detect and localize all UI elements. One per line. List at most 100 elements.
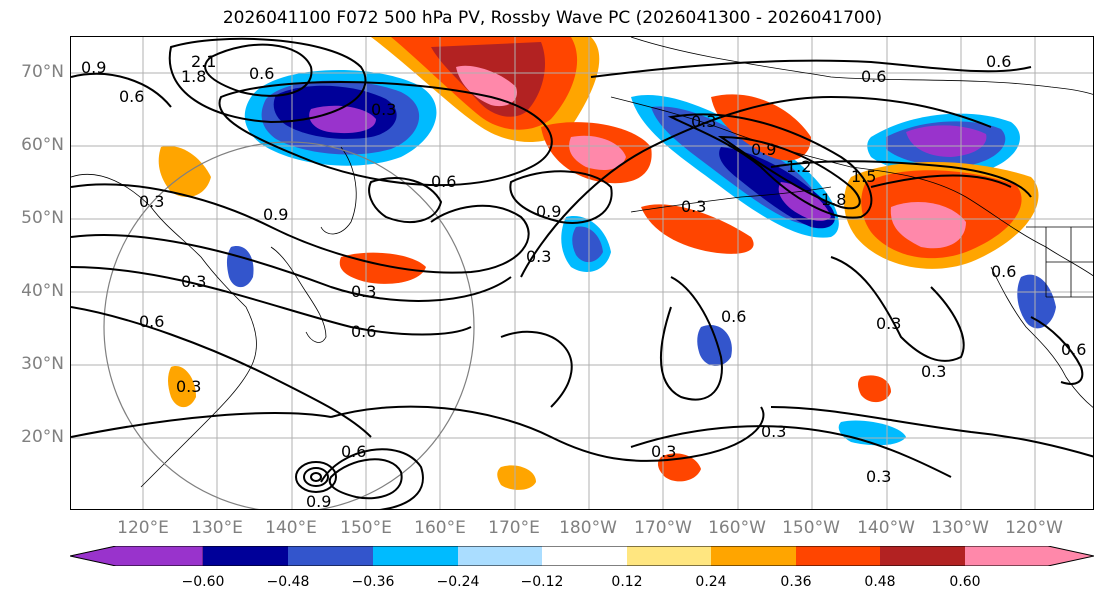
- contour-label: 0.9: [306, 492, 331, 510]
- lat-label-60n: 60°N: [21, 135, 64, 155]
- colorbar-tick-label: −0.12: [520, 574, 564, 590]
- colorbar-segment: [542, 546, 627, 566]
- colorbar-segment: [288, 546, 373, 566]
- colorbar-tick-label: −0.48: [266, 574, 310, 590]
- contour-line: [320, 448, 424, 509]
- contour-line: [520, 95, 992, 278]
- lat-label-20n: 20°N: [21, 427, 64, 447]
- contour-label: 2.1: [191, 52, 216, 71]
- colorbar-segment: [880, 546, 965, 566]
- contour-label: 0.6: [351, 322, 376, 341]
- contour-label: 1.5: [851, 167, 876, 186]
- negative-anomaly-blob: [697, 325, 732, 367]
- japan-coastline: [270, 246, 327, 343]
- contour-line: [71, 412, 332, 438]
- map-panel[interactable]: 0.9 0.6 1.8 2.1 0.6 0.3 0.3 0.9 0.6 0.3 …: [70, 36, 1094, 510]
- colorbar-segment: [203, 546, 288, 566]
- positive-anomaly-blob: [456, 65, 517, 107]
- region-circle: [103, 141, 475, 509]
- lat-label-50n: 50°N: [21, 208, 64, 228]
- colorbar-tick-label: −0.36: [351, 574, 395, 590]
- contour-line: [71, 234, 512, 302]
- contour-line: [870, 174, 1012, 188]
- lon-label-180w: 180°W: [559, 518, 617, 538]
- contour-line: [1030, 316, 1084, 385]
- contour-line: [660, 276, 723, 401]
- lat-label-70n: 70°N: [21, 62, 64, 82]
- contour-label: 0.9: [751, 140, 776, 159]
- contour-label: 0.3: [651, 442, 676, 461]
- contour-line: [71, 183, 530, 274]
- contour-line: [500, 330, 573, 408]
- colorbar-segment: [70, 546, 204, 566]
- contour-label: 0.9: [81, 58, 106, 77]
- positive-anomaly-blob: [168, 366, 196, 408]
- positive-anomaly-blob: [569, 135, 626, 170]
- contour-label: 0.6: [139, 312, 164, 331]
- contour-line: [71, 266, 472, 336]
- contour-label: 0.3: [761, 422, 786, 441]
- lon-label-140w: 140°W: [857, 518, 915, 538]
- contour-label: 0.3: [351, 282, 376, 301]
- us-state-lines: [1045, 227, 1093, 298]
- positive-anomaly-blob: [711, 94, 811, 161]
- lon-label-120e: 120°E: [117, 518, 169, 538]
- colorbar-tick-label: −0.60: [181, 574, 225, 590]
- contour-label: 0.3: [181, 272, 206, 291]
- contour-label: 0.3: [921, 362, 946, 381]
- contour-label: 0.6: [341, 442, 366, 461]
- map-canvas: 0.9 0.6 1.8 2.1 0.6 0.3 0.3 0.9 0.6 0.3 …: [71, 37, 1093, 510]
- lon-label-160e: 160°E: [414, 518, 466, 538]
- negative-anomaly-blob: [226, 246, 254, 288]
- arctic-coastline: [630, 37, 1093, 95]
- contour-label: 0.6: [986, 52, 1011, 71]
- contour-label: 0.6: [249, 64, 274, 83]
- lon-label-150w: 150°W: [782, 518, 840, 538]
- contour-label: 0.6: [721, 307, 746, 326]
- contour-label: 0.9: [263, 205, 288, 224]
- contour-line: [168, 37, 367, 124]
- contour-label: 1.8: [181, 67, 206, 86]
- contour-label: 0.3: [681, 197, 706, 216]
- positive-anomaly-blob: [158, 146, 211, 197]
- positive-anomaly-blob: [497, 465, 536, 490]
- contour-label: 0.3: [371, 100, 396, 119]
- contour-line: [71, 72, 172, 108]
- contour-label: 0.3: [866, 467, 891, 486]
- contour-line: [204, 43, 313, 97]
- contour-line: [368, 177, 443, 223]
- pv-anomaly-shading: [158, 37, 1056, 490]
- contour-line: [667, 113, 873, 219]
- contour-label: 0.6: [1061, 340, 1086, 359]
- positive-anomaly-blob: [858, 375, 891, 403]
- contour-line: [218, 81, 553, 187]
- contour-line: [330, 405, 765, 462]
- contour-label: 0.6: [119, 87, 144, 106]
- contour-line: [509, 170, 613, 224]
- colorbar-segment: [796, 546, 880, 566]
- negative-anomaly-blob: [906, 125, 987, 157]
- colorbar-segment: [965, 546, 1094, 566]
- lon-label-130e: 130°E: [191, 518, 243, 538]
- lat-label-40n: 40°N: [21, 281, 64, 301]
- colorbar-tick-label: −0.24: [436, 574, 480, 590]
- positive-anomaly-blob: [641, 204, 754, 254]
- colorbar-tick-label: 0.60: [949, 574, 981, 590]
- contour-label-group: 0.9 0.6 1.8 2.1 0.6 0.3 0.3 0.9 0.6 0.3 …: [81, 52, 1086, 510]
- colorbar-segment: [373, 546, 458, 566]
- contour-label: 0.6: [991, 262, 1016, 281]
- map-title: 2026041100 F072 500 hPa PV, Rossby Wave …: [222, 8, 883, 28]
- colorbar-tick-label: 0.12: [611, 574, 643, 590]
- colorbar-segment: [627, 546, 711, 566]
- lon-label-140e: 140°E: [265, 518, 317, 538]
- lon-label-120w: 120°W: [1005, 518, 1063, 538]
- lat-label-30n: 30°N: [21, 354, 64, 374]
- lon-label-170e: 170°E: [488, 518, 540, 538]
- aleutian-islands: [630, 186, 832, 213]
- negative-anomaly-blob: [572, 226, 603, 263]
- pv-contours: [71, 37, 1093, 509]
- positive-anomaly-blob: [890, 202, 966, 249]
- asia-coastline: [71, 173, 257, 488]
- contour-line: [770, 160, 1032, 198]
- colorbar-segment: [458, 546, 542, 566]
